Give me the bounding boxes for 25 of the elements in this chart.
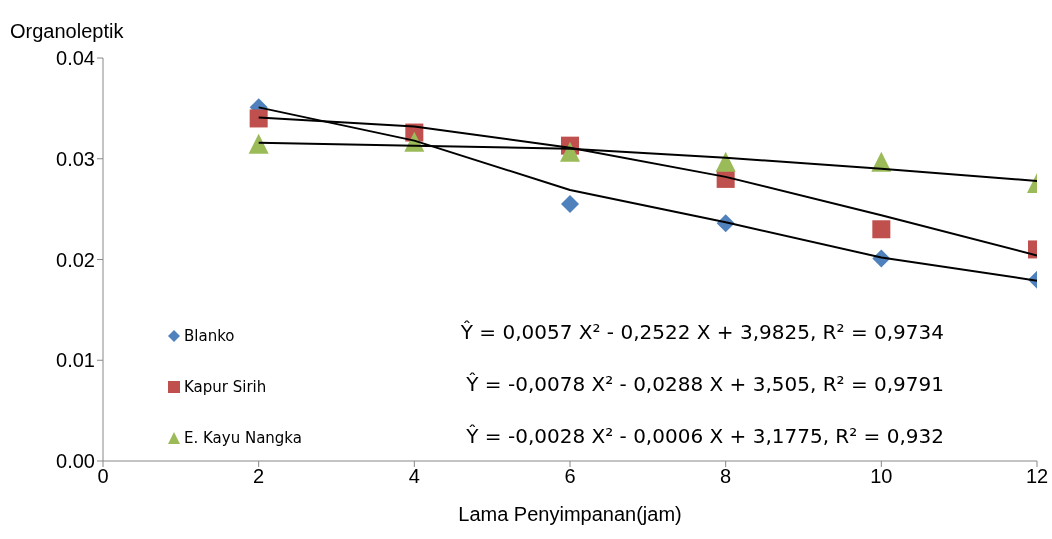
- x-tick-label: 10: [870, 465, 893, 488]
- point: [249, 109, 268, 128]
- legend-label: E. Kayu Nangka: [184, 428, 302, 447]
- x-tick-label: 2: [253, 465, 265, 488]
- x-tick-label: 4: [408, 465, 420, 488]
- legend-label: Kapur Sirih: [184, 377, 267, 396]
- y-tick-label: 0.00: [56, 450, 95, 473]
- y-tick-label: 0.04: [56, 47, 95, 70]
- y-axis-title: Organoleptik: [10, 20, 124, 43]
- y-tick-label: 0.02: [56, 248, 95, 271]
- y-tick-label: 0.03: [56, 147, 95, 170]
- point: [561, 195, 579, 214]
- annotation: Ŷ = -0,0028 X² - 0,0006 X + 3,1775, R² = 0,932: [466, 424, 944, 448]
- x-tick-label: 6: [564, 465, 576, 488]
- x-tick-label: 12: [1025, 465, 1049, 488]
- point: [872, 220, 891, 239]
- point: [248, 133, 269, 154]
- y-tick-label: 0.01: [56, 349, 95, 372]
- x-tick-label: 0: [97, 465, 109, 488]
- legend-label: Blanko: [184, 326, 235, 345]
- x-axis-title: Lama Penyimpanan(jam): [458, 503, 682, 525]
- x-tick-label: 8: [720, 465, 732, 488]
- annotation: Ŷ = -0,0078 X² - 0,0288 X + 3,505, R² = 0,9791: [466, 372, 944, 396]
- point: [715, 151, 736, 172]
- annotation: Ŷ = 0,0057 X² - 0,2522 X + 3,9825, R² = 0,9734: [460, 320, 944, 344]
